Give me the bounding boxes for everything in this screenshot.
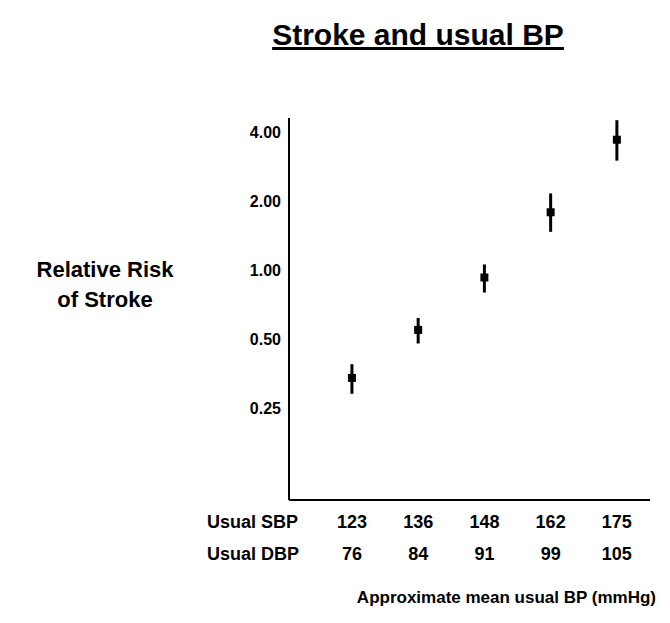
svg-text:0.25: 0.25: [250, 400, 281, 417]
html-text:Stroke and usual BP: Stroke and usual BP: [272, 18, 564, 51]
svg-text:148: 148: [469, 512, 499, 532]
svg-text:4.00: 4.00: [250, 124, 281, 141]
svg-text:1.00: 1.00: [250, 262, 281, 279]
svg-text:2.00: 2.00: [250, 193, 281, 210]
svg-text:99: 99: [541, 544, 561, 564]
svg-text:175: 175: [602, 512, 632, 532]
svg-text:105: 105: [602, 544, 632, 564]
svg-text:0.50: 0.50: [250, 331, 281, 348]
svg-text:76: 76: [342, 544, 362, 564]
html-text:Usual SBP: Usual SBP: [207, 512, 298, 532]
svg-text:162: 162: [536, 512, 566, 532]
svg-text:136: 136: [403, 512, 433, 532]
html-text:Approximate mean usual BP (mmH: Approximate mean usual BP (mmHg): [356, 588, 656, 607]
svg-text:123: 123: [337, 512, 367, 532]
svg-text:84: 84: [408, 544, 428, 564]
html-text:Relative Risk of Stroke: Relative Risk of Stroke: [36, 257, 174, 312]
svg-text:91: 91: [474, 544, 494, 564]
html-text:Usual DBP: Usual DBP: [207, 544, 299, 564]
